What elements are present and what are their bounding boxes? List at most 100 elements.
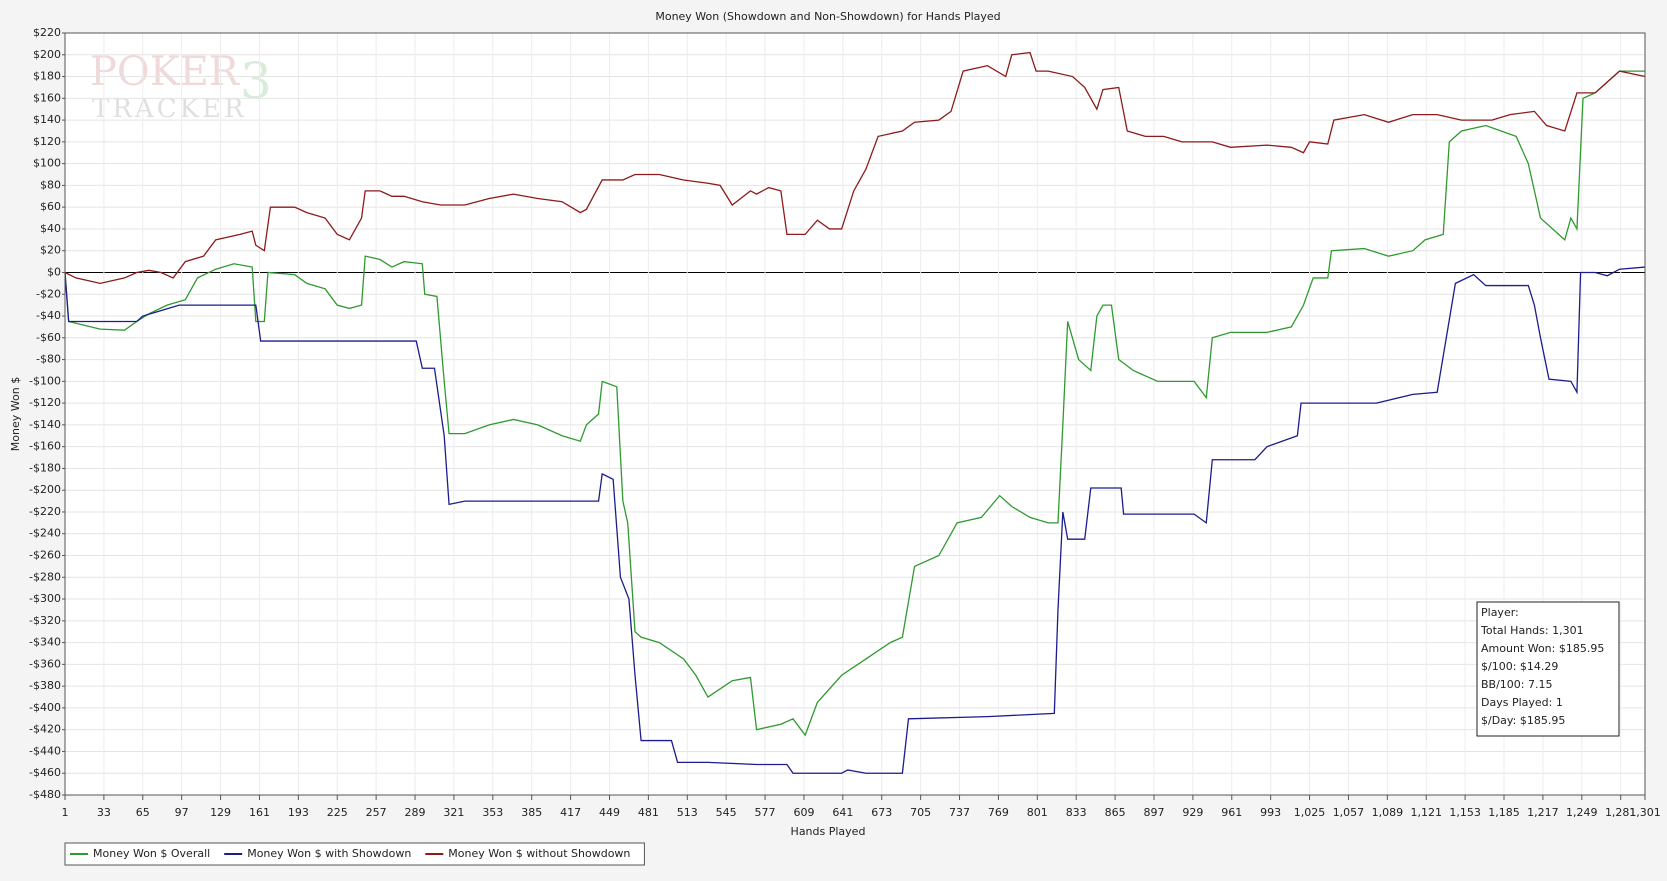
- x-tick-label: 1,057: [1333, 806, 1365, 819]
- y-tick-label: -$300: [29, 592, 61, 605]
- y-axis-label: Money Won $: [9, 377, 22, 451]
- y-tick-label: -$100: [29, 374, 61, 387]
- x-tick-label: 1,121: [1410, 806, 1442, 819]
- x-tick-label: 97: [175, 806, 189, 819]
- watermark-text: 3: [240, 52, 272, 110]
- x-tick-label: 1,153: [1449, 806, 1481, 819]
- watermark-text: POKER: [90, 49, 241, 95]
- legend-label: Money Won $ with Showdown: [247, 847, 411, 860]
- y-tick-label: -$180: [29, 461, 61, 474]
- y-tick-label: -$480: [29, 788, 61, 801]
- y-tick-label: -$420: [29, 723, 61, 736]
- y-tick-label: -$220: [29, 505, 61, 518]
- info-line: $/100: $14.29: [1481, 660, 1558, 673]
- info-line: Days Played: 1: [1481, 696, 1563, 709]
- x-tick-label: 673: [871, 806, 892, 819]
- y-tick-label: -$320: [29, 614, 61, 627]
- y-tick-label: -$260: [29, 549, 61, 562]
- y-tick-label: $220: [33, 26, 61, 39]
- plot-border: [64, 32, 1646, 796]
- x-tick-label: 129: [210, 806, 231, 819]
- y-tick-label: $0: [47, 265, 61, 278]
- x-tick-label: 1,089: [1372, 806, 1404, 819]
- legend-label: Money Won $ Overall: [93, 847, 210, 860]
- x-tick-label: 1,301: [1629, 806, 1661, 819]
- y-tick-label: -$80: [36, 353, 61, 366]
- legend-box: [64, 842, 645, 866]
- info-frame: [1476, 601, 1620, 737]
- y-tick-label: $180: [33, 70, 61, 83]
- x-tick-label: 641: [832, 806, 853, 819]
- y-tick-label: -$340: [29, 636, 61, 649]
- x-tick-label: 257: [366, 806, 387, 819]
- y-tick-label: $80: [40, 178, 61, 191]
- y-tick-label: -$440: [29, 744, 61, 757]
- x-tick-label: 705: [910, 806, 931, 819]
- chart-title: Money Won (Showdown and Non-Showdown) fo…: [655, 10, 1000, 23]
- y-tick-label: -$400: [29, 701, 61, 714]
- x-tick-label: 609: [793, 806, 814, 819]
- x-tick-label: 1,217: [1527, 806, 1559, 819]
- x-tick-label: 225: [327, 806, 348, 819]
- series-line: [64, 70, 1645, 737]
- x-tick-label: 961: [1221, 806, 1242, 819]
- x-tick-label: 1,025: [1294, 806, 1326, 819]
- y-tick-label: -$460: [29, 766, 61, 779]
- x-tick-label: 929: [1182, 806, 1203, 819]
- y-tick-label: -$120: [29, 396, 61, 409]
- watermark: POKER 3 TRACKER: [90, 49, 272, 124]
- legend: Money Won $ Overall Money Won $ with Show…: [64, 842, 645, 866]
- x-tick-label: 353: [482, 806, 503, 819]
- x-tick-label: 897: [1143, 806, 1164, 819]
- y-tick-label: $60: [40, 200, 61, 213]
- y-tick-label: $100: [33, 157, 61, 170]
- x-tick-label: 865: [1105, 806, 1126, 819]
- y-tick-label: -$200: [29, 483, 61, 496]
- x-tick-label: 545: [716, 806, 737, 819]
- x-tick-label: 577: [755, 806, 776, 819]
- x-tick-label: 385: [521, 806, 542, 819]
- y-tick-label: -$380: [29, 679, 61, 692]
- x-tick-label: 769: [988, 806, 1009, 819]
- y-tick-label: -$280: [29, 570, 61, 583]
- x-tick-label: 417: [560, 806, 581, 819]
- x-tick-label: 321: [443, 806, 464, 819]
- x-tick-label: 193: [288, 806, 309, 819]
- x-tick-label: 481: [638, 806, 659, 819]
- y-tick-label: -$140: [29, 418, 61, 431]
- info-line: Amount Won: $185.95: [1481, 642, 1604, 655]
- y-tick-label: -$60: [36, 331, 61, 344]
- x-tick-label: 449: [599, 806, 620, 819]
- info-line: Total Hands: 1,301: [1480, 624, 1584, 637]
- x-tick-label: 65: [136, 806, 150, 819]
- series-lines: [64, 51, 1646, 774]
- plot-area: [65, 33, 1645, 795]
- y-tick-label: $200: [33, 48, 61, 61]
- y-tick-label: $40: [40, 222, 61, 235]
- x-tick-label: 737: [949, 806, 970, 819]
- x-tick-label: 1,185: [1488, 806, 1520, 819]
- x-tick-label: 33: [97, 806, 111, 819]
- x-tick-label: 1,249: [1566, 806, 1598, 819]
- y-tick-label: -$360: [29, 657, 61, 670]
- legend-label: Money Won $ without Showdown: [448, 847, 630, 860]
- y-tick-label: $120: [33, 135, 61, 148]
- y-tick-label: $160: [33, 91, 61, 104]
- series-line: [64, 51, 1646, 285]
- x-tick-label: 289: [405, 806, 426, 819]
- x-tick-label: 161: [249, 806, 270, 819]
- y-tick-label: -$160: [29, 440, 61, 453]
- x-tick-label: 833: [1066, 806, 1087, 819]
- y-tick-label: $20: [40, 244, 61, 257]
- y-tick-label: -$20: [36, 287, 61, 300]
- y-tick-label: -$240: [29, 527, 61, 540]
- info-line: BB/100: 7.15: [1481, 678, 1553, 691]
- x-tick-label: 1: [62, 806, 69, 819]
- info-box: Player: Total Hands: 1,301 Amount Won: $18…: [1476, 601, 1620, 737]
- info-line: Player:: [1481, 606, 1519, 619]
- x-tick-label: 513: [677, 806, 698, 819]
- y-tick-label: $140: [33, 113, 61, 126]
- watermark-text: TRACKER: [92, 94, 247, 124]
